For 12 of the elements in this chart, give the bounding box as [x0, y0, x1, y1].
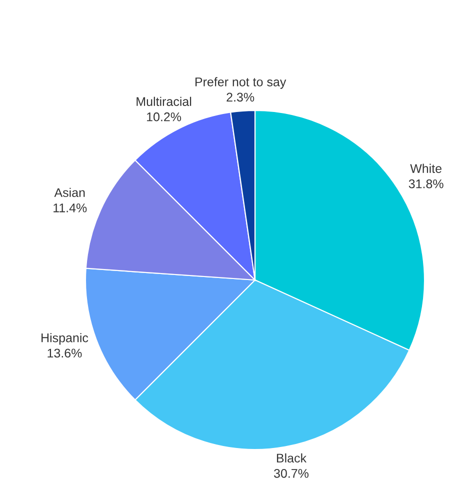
- slice-label: Hispanic: [42, 333, 88, 345]
- slice-label: Multiracial: [136, 96, 192, 106]
- data-label: 31.8%: [408, 179, 444, 188]
- slice-label: Asian: [54, 188, 85, 198]
- slice-label: Prefer not to say: [195, 77, 286, 89]
- data-label: 11.4%: [54, 204, 87, 212]
- slice-label: White: [410, 164, 442, 173]
- data-label: 13.6%: [48, 348, 82, 358]
- data-label: 10.2%: [147, 112, 182, 122]
- data-label: 2.3%: [226, 92, 254, 102]
- slice-label: Black: [276, 453, 307, 463]
- data-label: 30.7%: [274, 468, 309, 478]
